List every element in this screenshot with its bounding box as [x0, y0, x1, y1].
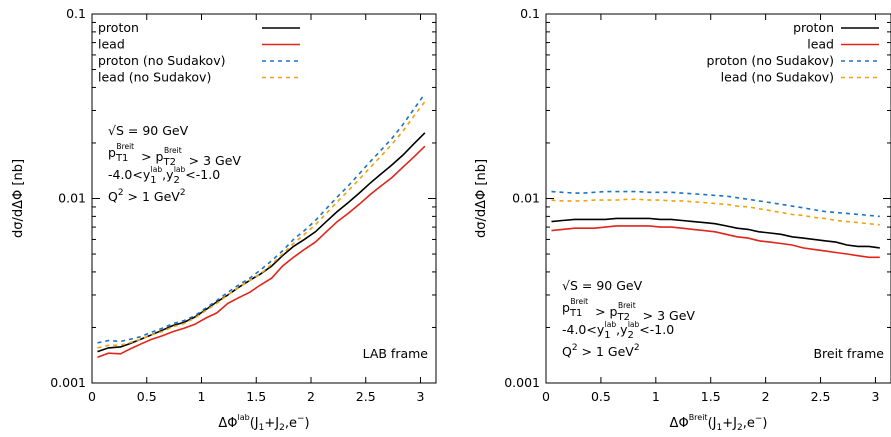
x-tick-label: 2	[762, 389, 770, 404]
x-axis-label: ΔΦlab(J1+J2,e−)	[218, 413, 309, 433]
panel-breit: 0 0.5 1 1.5 2 2.5 3 0.001 0.01 0.1 dσ/dΔΦ [nb] ΔΦBr…	[474, 6, 891, 433]
y-axis-label: dσ/dΔΦ [nb]	[474, 159, 489, 238]
annotation-pt-cut: pT1Breit > pT2Breit > 3 GeV	[108, 142, 241, 168]
legend-label: proton	[98, 20, 139, 35]
annotation-q2-cut: Q2 > 1 GeV2	[562, 343, 640, 359]
legend-label: lead (no Sudakov)	[98, 70, 211, 85]
y-tick-label: 0.001	[50, 375, 86, 390]
series-line-lead	[551, 225, 880, 259]
y-tick-label: 0.001	[504, 375, 540, 390]
x-axis-label: ΔΦBreit(J1+J2,e−)	[670, 413, 768, 433]
x-tick-label: 1	[652, 389, 660, 404]
legend-label: proton (no Sudakov)	[98, 53, 225, 68]
legend-label: proton	[793, 20, 834, 35]
legend-label: lead (no Sudakov)	[721, 70, 834, 85]
series-line-proton-no-sudakov-	[551, 190, 880, 218]
y-tick-label: 0.01	[512, 191, 540, 206]
y-tick-label: 0.01	[58, 191, 86, 206]
x-tick-label: 2	[307, 389, 315, 404]
x-tick-label: 2.5	[811, 389, 831, 404]
annotation-q2-cut: Q2 > 1 GeV2	[108, 188, 186, 204]
frame-label: Breit frame	[813, 346, 884, 361]
series-line-proton	[551, 217, 880, 249]
legend-label: proton (no Sudakov)	[707, 53, 834, 68]
x-tick-label: 1	[198, 389, 206, 404]
x-tick-label: 3	[871, 389, 879, 404]
series-line-proton-no-sudakov-	[97, 93, 426, 344]
x-tick-label: 2.5	[356, 389, 376, 404]
annotation-pt-cut: pT1Breit > pT2Breit > 3 GeV	[562, 297, 695, 323]
legend-label: lead	[807, 37, 834, 52]
series-line-lead	[97, 145, 426, 358]
panel-lab: 0 0.5 1 1.5 2 2.5 3 0.001 0.01 0.1 dσ/dΔΦ [nb] ΔΦla…	[11, 6, 437, 433]
x-tick-label: 0	[542, 389, 550, 404]
y-tick-label: 0.1	[520, 6, 540, 21]
frame-label: LAB frame	[363, 346, 429, 361]
legend-label: lead	[98, 37, 125, 52]
annotation-sqrt-s: √S = 90 GeV	[562, 278, 643, 293]
x-tick-label: 0.5	[591, 389, 611, 404]
annotation-rapidity-cut: -4.0<y1lab,y2lab<-1.0	[108, 165, 220, 186]
y-axis-label: dσ/dΔΦ [nb]	[11, 159, 26, 238]
x-tick-label: 1.5	[246, 389, 266, 404]
series-line-lead-no-sudakov-	[551, 198, 880, 226]
y-tick-label: 0.1	[66, 6, 86, 21]
annotation-sqrt-s: √S = 90 GeV	[108, 123, 189, 138]
annotation-rapidity-cut: -4.0<y1lab,y2lab<-1.0	[562, 320, 674, 341]
x-tick-label: 1.5	[701, 389, 721, 404]
x-tick-label: 3	[417, 389, 425, 404]
series-line-lead-no-sudakov-	[97, 101, 426, 349]
x-tick-label: 0	[88, 389, 96, 404]
series-line-proton	[97, 132, 426, 353]
x-tick-label: 0.5	[137, 389, 157, 404]
